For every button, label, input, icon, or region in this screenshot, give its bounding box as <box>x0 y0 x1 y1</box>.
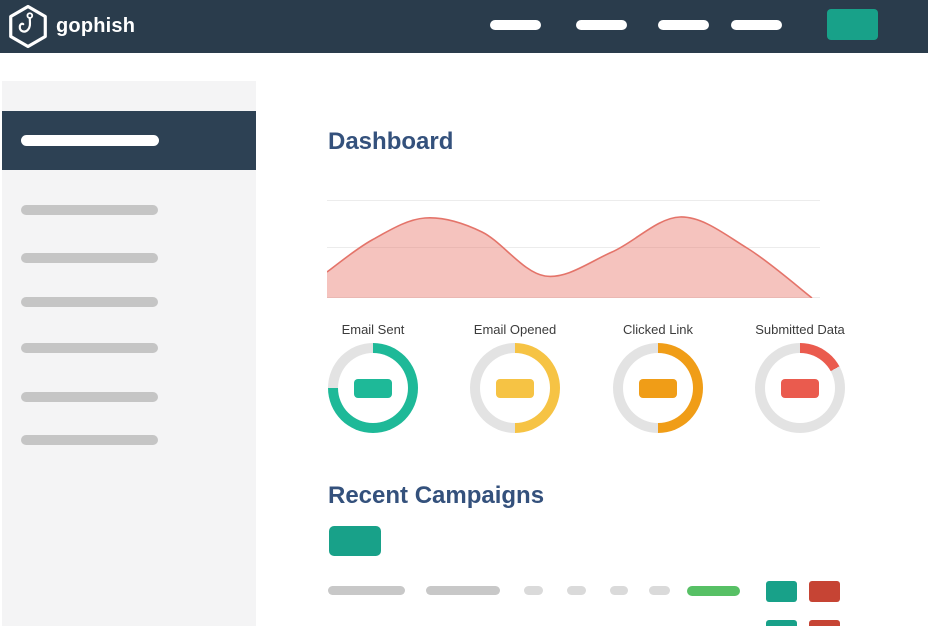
stat-value-placeholder <box>639 378 677 398</box>
email-opened-donut <box>470 343 560 433</box>
brand-name: gophish <box>56 15 136 37</box>
timeline-area-chart <box>327 200 820 298</box>
sidebar-item[interactable] <box>2 243 256 273</box>
sidebar-item-label-placeholder <box>21 435 158 445</box>
stat-email-sent: Email Sent <box>302 322 444 434</box>
campaign-view-button[interactable] <box>766 581 797 602</box>
page-title: Dashboard <box>328 128 454 155</box>
sidebar-item-label-placeholder <box>21 253 158 263</box>
stat-value-placeholder <box>354 378 392 398</box>
stat-label: Submitted Data <box>755 322 845 337</box>
sidebar-item-label-placeholder <box>21 392 158 402</box>
sidebar-item-active[interactable] <box>2 111 256 170</box>
new-campaign-button[interactable] <box>329 526 381 556</box>
stat-label: Email Opened <box>473 322 557 337</box>
campaign-delete-button[interactable] <box>809 581 840 602</box>
campaign-stat-placeholder <box>649 586 670 595</box>
sidebar-item[interactable] <box>2 382 256 412</box>
sidebar-item-label-placeholder <box>21 297 158 307</box>
campaign-status-badge <box>687 586 740 596</box>
sidebar-item[interactable] <box>2 333 256 363</box>
stat-email-opened: Email Opened <box>444 322 586 434</box>
recent-campaigns-title: Recent Campaigns <box>328 482 545 509</box>
sidebar-active-label-placeholder <box>21 135 159 146</box>
stat-clicked-link: Clicked Link <box>587 322 729 434</box>
stat-value-placeholder <box>781 378 819 398</box>
nav-link-placeholder[interactable] <box>658 20 709 30</box>
clicked-link-donut <box>613 343 703 433</box>
nav-link-placeholder[interactable] <box>490 20 541 30</box>
campaign-cell-placeholder <box>426 586 500 595</box>
sidebar <box>2 81 256 626</box>
sidebar-item[interactable] <box>2 287 256 317</box>
submitted-data-donut <box>755 343 845 433</box>
sidebar-item-label-placeholder <box>21 205 158 215</box>
campaign-delete-button[interactable] <box>809 620 840 626</box>
brand-home-link[interactable]: gophish <box>8 4 135 49</box>
gophish-logo-icon <box>9 4 47 49</box>
top-navbar: gophish <box>0 0 928 53</box>
navbar-action-button[interactable] <box>827 9 878 40</box>
nav-link-placeholder[interactable] <box>576 20 627 30</box>
email-sent-donut <box>328 343 418 433</box>
campaign-stat-placeholder <box>524 586 543 595</box>
stat-value-placeholder <box>496 378 534 398</box>
nav-link-placeholder[interactable] <box>731 20 782 30</box>
sidebar-item[interactable] <box>2 195 256 225</box>
sidebar-item[interactable] <box>2 425 256 455</box>
campaign-view-button[interactable] <box>766 620 797 626</box>
campaign-stat-placeholder <box>567 586 586 595</box>
sidebar-item-label-placeholder <box>21 343 158 353</box>
campaign-stat-placeholder <box>610 586 628 595</box>
stat-submitted-data: Submitted Data <box>729 322 871 434</box>
stat-label: Email Sent <box>341 322 405 337</box>
stat-label: Clicked Link <box>622 322 694 337</box>
campaign-cell-placeholder <box>328 586 405 595</box>
